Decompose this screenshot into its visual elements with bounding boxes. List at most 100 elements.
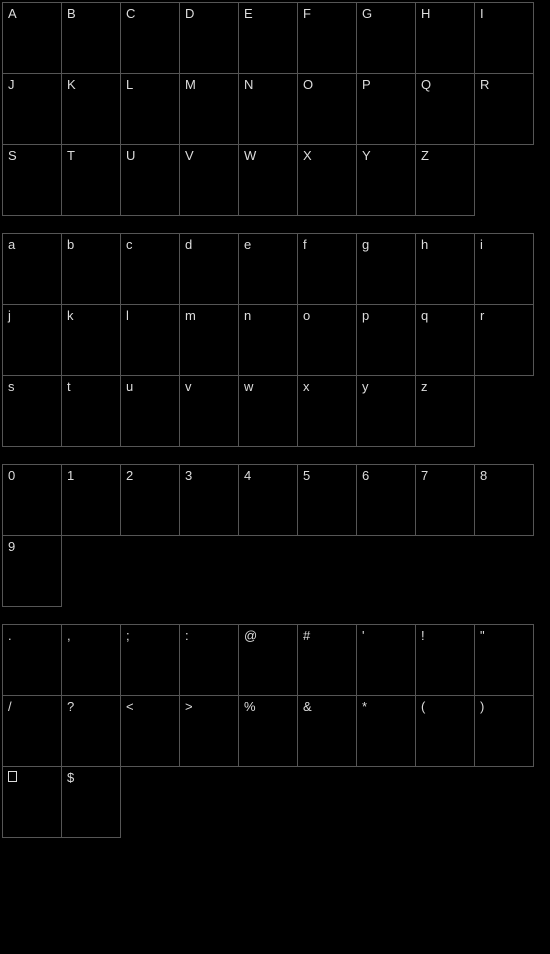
charmap-cell[interactable]: 5 xyxy=(297,464,357,536)
charmap-cell[interactable]: 7 xyxy=(415,464,475,536)
glyph-label xyxy=(8,771,17,784)
charmap-cell[interactable]: . xyxy=(2,624,62,696)
glyph-label: N xyxy=(244,78,253,91)
charmap-cell[interactable]: A xyxy=(2,2,62,74)
charmap-cell[interactable]: r xyxy=(474,304,534,376)
charmap-cell[interactable]: & xyxy=(297,695,357,767)
charmap-group-symbols: .,;:@#'! " /?< >%& * () $ xyxy=(3,625,547,838)
charmap-cell[interactable]: s xyxy=(2,375,62,447)
glyph-label: z xyxy=(421,380,428,393)
glyph-label: 9 xyxy=(8,540,15,553)
charmap-cell[interactable]: a xyxy=(2,233,62,305)
charmap-cell[interactable] xyxy=(2,766,62,838)
charmap-cell[interactable]: U xyxy=(120,144,180,216)
charmap-cell[interactable]: t xyxy=(61,375,121,447)
charmap-cell[interactable]: " xyxy=(474,624,534,696)
charmap-cell[interactable]: T xyxy=(61,144,121,216)
charmap-cell[interactable]: J xyxy=(2,73,62,145)
glyph-label: I xyxy=(480,7,484,20)
charmap-cell[interactable]: o xyxy=(297,304,357,376)
charmap-cell[interactable]: # xyxy=(297,624,357,696)
charmap-cell[interactable]: u xyxy=(120,375,180,447)
charmap-cell[interactable]: $ xyxy=(61,766,121,838)
charmap-cell[interactable]: R xyxy=(474,73,534,145)
charmap-cell[interactable]: Q xyxy=(415,73,475,145)
charmap-cell[interactable]: j xyxy=(2,304,62,376)
charmap-row: J KLMN OPQR xyxy=(3,74,547,145)
charmap-cell[interactable]: D xyxy=(179,2,239,74)
charmap-cell[interactable]: H xyxy=(415,2,475,74)
charmap-cell[interactable]: % xyxy=(238,695,298,767)
glyph-label: r xyxy=(480,309,484,322)
charmap-cell[interactable]: V xyxy=(179,144,239,216)
charmap-cell[interactable]: , xyxy=(61,624,121,696)
charmap-cell[interactable]: n xyxy=(238,304,298,376)
charmap-cell[interactable]: l xyxy=(120,304,180,376)
charmap-cell[interactable]: Y xyxy=(356,144,416,216)
charmap-cell[interactable]: 3 xyxy=(179,464,239,536)
charmap-cell[interactable]: I xyxy=(474,2,534,74)
charmap-cell[interactable]: : xyxy=(179,624,239,696)
charmap-cell[interactable]: y xyxy=(356,375,416,447)
charmap-cell[interactable]: M xyxy=(179,73,239,145)
charmap-cell[interactable]: w xyxy=(238,375,298,447)
charmap-cell[interactable]: ? xyxy=(61,695,121,767)
charmap-row: ABCDEFGHI xyxy=(3,3,547,74)
charmap-cell[interactable]: < xyxy=(120,695,180,767)
charmap-cell[interactable]: / xyxy=(2,695,62,767)
charmap-cell[interactable]: p xyxy=(356,304,416,376)
glyph-label: & xyxy=(303,700,312,713)
charmap-cell[interactable]: d xyxy=(179,233,239,305)
charmap-cell[interactable]: P xyxy=(356,73,416,145)
charmap-cell[interactable]: c xyxy=(120,233,180,305)
charmap-cell[interactable]: h xyxy=(415,233,475,305)
charmap-cell[interactable]: v xyxy=(179,375,239,447)
charmap-cell[interactable]: ! xyxy=(415,624,475,696)
charmap-cell[interactable]: m xyxy=(179,304,239,376)
charmap-cell[interactable]: x xyxy=(297,375,357,447)
charmap-cell[interactable]: ( xyxy=(415,695,475,767)
glyph-label: o xyxy=(303,309,310,322)
charmap-cell[interactable]: B xyxy=(61,2,121,74)
charmap-cell[interactable]: 2 xyxy=(120,464,180,536)
charmap-cell[interactable]: f xyxy=(297,233,357,305)
charmap-cell[interactable]: Z xyxy=(415,144,475,216)
charmap-cell[interactable]: ; xyxy=(120,624,180,696)
charmap-cell[interactable]: E xyxy=(238,2,298,74)
charmap-cell[interactable]: C xyxy=(120,2,180,74)
charmap-cell[interactable]: g xyxy=(356,233,416,305)
charmap-cell[interactable]: z xyxy=(415,375,475,447)
charmap-container: ABCDEFGHI J KLMN OPQR STUVWXYZabcdefghi jklmn… xyxy=(0,3,550,838)
charmap-cell[interactable]: e xyxy=(238,233,298,305)
charmap-cell[interactable]: b xyxy=(61,233,121,305)
charmap-cell[interactable]: * xyxy=(356,695,416,767)
glyph-label: y xyxy=(362,380,369,393)
charmap-cell[interactable]: 0 xyxy=(2,464,62,536)
charmap-cell[interactable]: > xyxy=(179,695,239,767)
charmap-cell[interactable]: q xyxy=(415,304,475,376)
charmap-cell[interactable]: O xyxy=(297,73,357,145)
charmap-cell[interactable]: @ xyxy=(238,624,298,696)
charmap-cell[interactable]: ' xyxy=(356,624,416,696)
glyph-label: $ xyxy=(67,771,74,784)
charmap-cell[interactable]: N xyxy=(238,73,298,145)
charmap-cell[interactable]: 4 xyxy=(238,464,298,536)
charmap-cell[interactable]: i xyxy=(474,233,534,305)
glyph-label: * xyxy=(362,700,367,713)
charmap-cell[interactable]: ) xyxy=(474,695,534,767)
glyph-label: " xyxy=(480,629,485,642)
charmap-cell[interactable]: G xyxy=(356,2,416,74)
charmap-cell[interactable]: 6 xyxy=(356,464,416,536)
charmap-cell[interactable]: S xyxy=(2,144,62,216)
glyph-label: > xyxy=(185,700,193,713)
charmap-cell[interactable]: W xyxy=(238,144,298,216)
charmap-cell[interactable]: 1 xyxy=(61,464,121,536)
glyph-label: J xyxy=(8,78,15,91)
charmap-cell[interactable]: K xyxy=(61,73,121,145)
charmap-cell[interactable]: 8 xyxy=(474,464,534,536)
charmap-cell[interactable]: F xyxy=(297,2,357,74)
charmap-cell[interactable]: L xyxy=(120,73,180,145)
charmap-cell[interactable]: X xyxy=(297,144,357,216)
charmap-cell[interactable]: 9 xyxy=(2,535,62,607)
charmap-cell[interactable]: k xyxy=(61,304,121,376)
